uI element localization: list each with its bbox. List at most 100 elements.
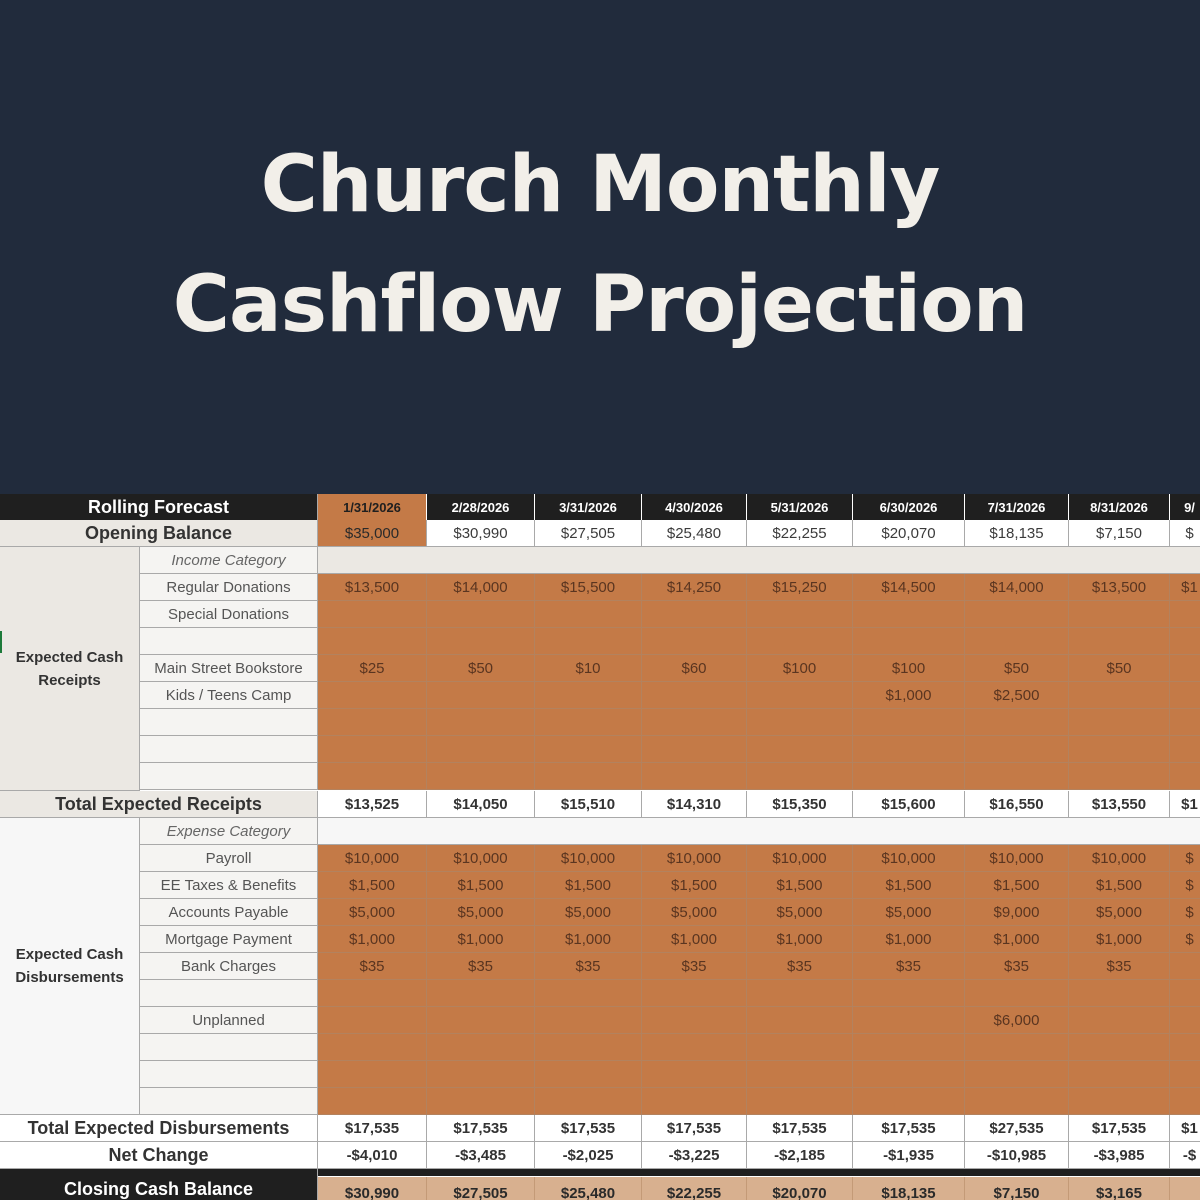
- receipt-cell[interactable]: [853, 763, 965, 790]
- disbursement-cell[interactable]: $10,000: [853, 845, 965, 872]
- date-header[interactable]: 8/31/2026: [1069, 494, 1170, 520]
- disbursement-cell[interactable]: [318, 1034, 427, 1061]
- disbursement-cell[interactable]: [1170, 980, 1200, 1007]
- receipt-cell[interactable]: $14,250: [642, 574, 747, 601]
- receipt-cell[interactable]: $14,000: [427, 574, 535, 601]
- receipt-cell[interactable]: $15,250: [747, 574, 853, 601]
- disbursement-cell[interactable]: $: [1170, 845, 1200, 872]
- disbursement-cell[interactable]: $10,000: [318, 845, 427, 872]
- net-change-cell[interactable]: -$2,185: [747, 1142, 853, 1169]
- total-disbursements-cell[interactable]: $17,535: [535, 1115, 642, 1142]
- receipt-cell[interactable]: [535, 682, 642, 709]
- disbursement-cell[interactable]: $35: [427, 953, 535, 980]
- net-change-cell[interactable]: -$: [1170, 1142, 1200, 1169]
- disbursement-cell[interactable]: [965, 1034, 1069, 1061]
- disbursement-cell[interactable]: $1,500: [535, 872, 642, 899]
- disbursement-cell[interactable]: [853, 980, 965, 1007]
- disbursement-cell[interactable]: $1,000: [318, 926, 427, 953]
- closing-balance-cell[interactable]: $18,135: [853, 1177, 965, 1200]
- net-change-cell[interactable]: -$2,025: [535, 1142, 642, 1169]
- disbursement-cell[interactable]: [747, 1088, 853, 1115]
- receipt-cell[interactable]: [747, 736, 853, 763]
- receipt-cell[interactable]: [318, 736, 427, 763]
- total-disbursements-cell[interactable]: $17,535: [747, 1115, 853, 1142]
- net-change-cell[interactable]: -$10,985: [965, 1142, 1069, 1169]
- disbursement-cell[interactable]: [427, 1007, 535, 1034]
- disbursement-cell[interactable]: [642, 1088, 747, 1115]
- disbursement-cell[interactable]: $10,000: [747, 845, 853, 872]
- receipt-cell[interactable]: [1069, 763, 1170, 790]
- closing-balance-cell[interactable]: $27,505: [427, 1177, 535, 1200]
- disbursement-cell[interactable]: [427, 1061, 535, 1088]
- receipt-cell[interactable]: [1170, 709, 1200, 736]
- total-disbursements-cell[interactable]: $17,535: [642, 1115, 747, 1142]
- receipt-cell[interactable]: [318, 601, 427, 628]
- receipt-cell[interactable]: $2,500: [965, 682, 1069, 709]
- receipt-cell[interactable]: [965, 709, 1069, 736]
- net-change-cell[interactable]: -$3,225: [642, 1142, 747, 1169]
- disbursement-cell[interactable]: $5,000: [427, 899, 535, 926]
- disbursement-cell[interactable]: [318, 1088, 427, 1115]
- date-header[interactable]: 2/28/2026: [427, 494, 535, 520]
- disbursement-cell[interactable]: [1069, 1088, 1170, 1115]
- receipt-cell[interactable]: [965, 763, 1069, 790]
- receipt-cell[interactable]: [747, 628, 853, 655]
- disbursement-cell[interactable]: [642, 1007, 747, 1034]
- opening-balance-cell[interactable]: $7,150: [1069, 520, 1170, 547]
- receipt-cell[interactable]: [535, 601, 642, 628]
- disbursement-cell[interactable]: $: [1170, 872, 1200, 899]
- disbursement-cell[interactable]: [747, 980, 853, 1007]
- receipt-cell[interactable]: [427, 709, 535, 736]
- disbursement-cell[interactable]: $9,000: [965, 899, 1069, 926]
- disbursement-cell[interactable]: $35: [318, 953, 427, 980]
- disbursement-cell[interactable]: [535, 1007, 642, 1034]
- receipt-cell[interactable]: $50: [427, 655, 535, 682]
- receipt-cell[interactable]: [853, 709, 965, 736]
- disbursement-cell[interactable]: [427, 980, 535, 1007]
- receipt-cell[interactable]: $15,500: [535, 574, 642, 601]
- receipt-cell[interactable]: [535, 709, 642, 736]
- receipt-cell[interactable]: [642, 763, 747, 790]
- total-receipts-cell[interactable]: $14,310: [642, 791, 747, 818]
- disbursement-cell[interactable]: [853, 1034, 965, 1061]
- disbursement-cell[interactable]: $5,000: [747, 899, 853, 926]
- receipt-cell[interactable]: $14,000: [965, 574, 1069, 601]
- opening-balance-cell[interactable]: $27,505: [535, 520, 642, 547]
- disbursement-cell[interactable]: [747, 1007, 853, 1034]
- receipt-cell[interactable]: [1069, 709, 1170, 736]
- total-receipts-cell[interactable]: $15,600: [853, 791, 965, 818]
- disbursement-cell[interactable]: [853, 1088, 965, 1115]
- total-receipts-cell[interactable]: $1: [1170, 791, 1200, 818]
- receipt-cell[interactable]: [318, 709, 427, 736]
- date-header[interactable]: 7/31/2026: [965, 494, 1069, 520]
- receipt-cell[interactable]: $1,000: [853, 682, 965, 709]
- opening-balance-cell[interactable]: $18,135: [965, 520, 1069, 547]
- disbursement-cell[interactable]: $5,000: [853, 899, 965, 926]
- disbursement-cell[interactable]: [318, 1061, 427, 1088]
- disbursement-cell[interactable]: [853, 1061, 965, 1088]
- receipt-cell[interactable]: [427, 601, 535, 628]
- date-header[interactable]: 1/31/2026: [318, 494, 427, 520]
- disbursement-cell[interactable]: $1,500: [318, 872, 427, 899]
- cashflow-spreadsheet[interactable]: Rolling Forecast 1/31/2026 2/28/2026 3/31/2…: [0, 494, 1200, 1200]
- total-receipts-cell[interactable]: $13,525: [318, 791, 427, 818]
- receipt-cell[interactable]: [965, 628, 1069, 655]
- total-receipts-cell[interactable]: $15,510: [535, 791, 642, 818]
- disbursement-cell[interactable]: [642, 980, 747, 1007]
- disbursement-cell[interactable]: [1170, 1088, 1200, 1115]
- disbursement-cell[interactable]: $10,000: [965, 845, 1069, 872]
- receipt-cell[interactable]: [427, 682, 535, 709]
- receipt-cell[interactable]: $14,500: [853, 574, 965, 601]
- receipt-cell[interactable]: $60: [642, 655, 747, 682]
- disbursement-cell[interactable]: [965, 1088, 1069, 1115]
- closing-balance-cell[interactable]: [1170, 1177, 1200, 1200]
- disbursement-cell[interactable]: $1,000: [535, 926, 642, 953]
- receipt-cell[interactable]: [535, 736, 642, 763]
- disbursement-cell[interactable]: [318, 980, 427, 1007]
- opening-balance-cell[interactable]: $20,070: [853, 520, 965, 547]
- receipt-cell[interactable]: [747, 763, 853, 790]
- disbursement-cell[interactable]: [642, 1034, 747, 1061]
- opening-balance-cell[interactable]: $: [1170, 520, 1200, 547]
- receipt-cell[interactable]: [747, 709, 853, 736]
- disbursement-cell[interactable]: $: [1170, 926, 1200, 953]
